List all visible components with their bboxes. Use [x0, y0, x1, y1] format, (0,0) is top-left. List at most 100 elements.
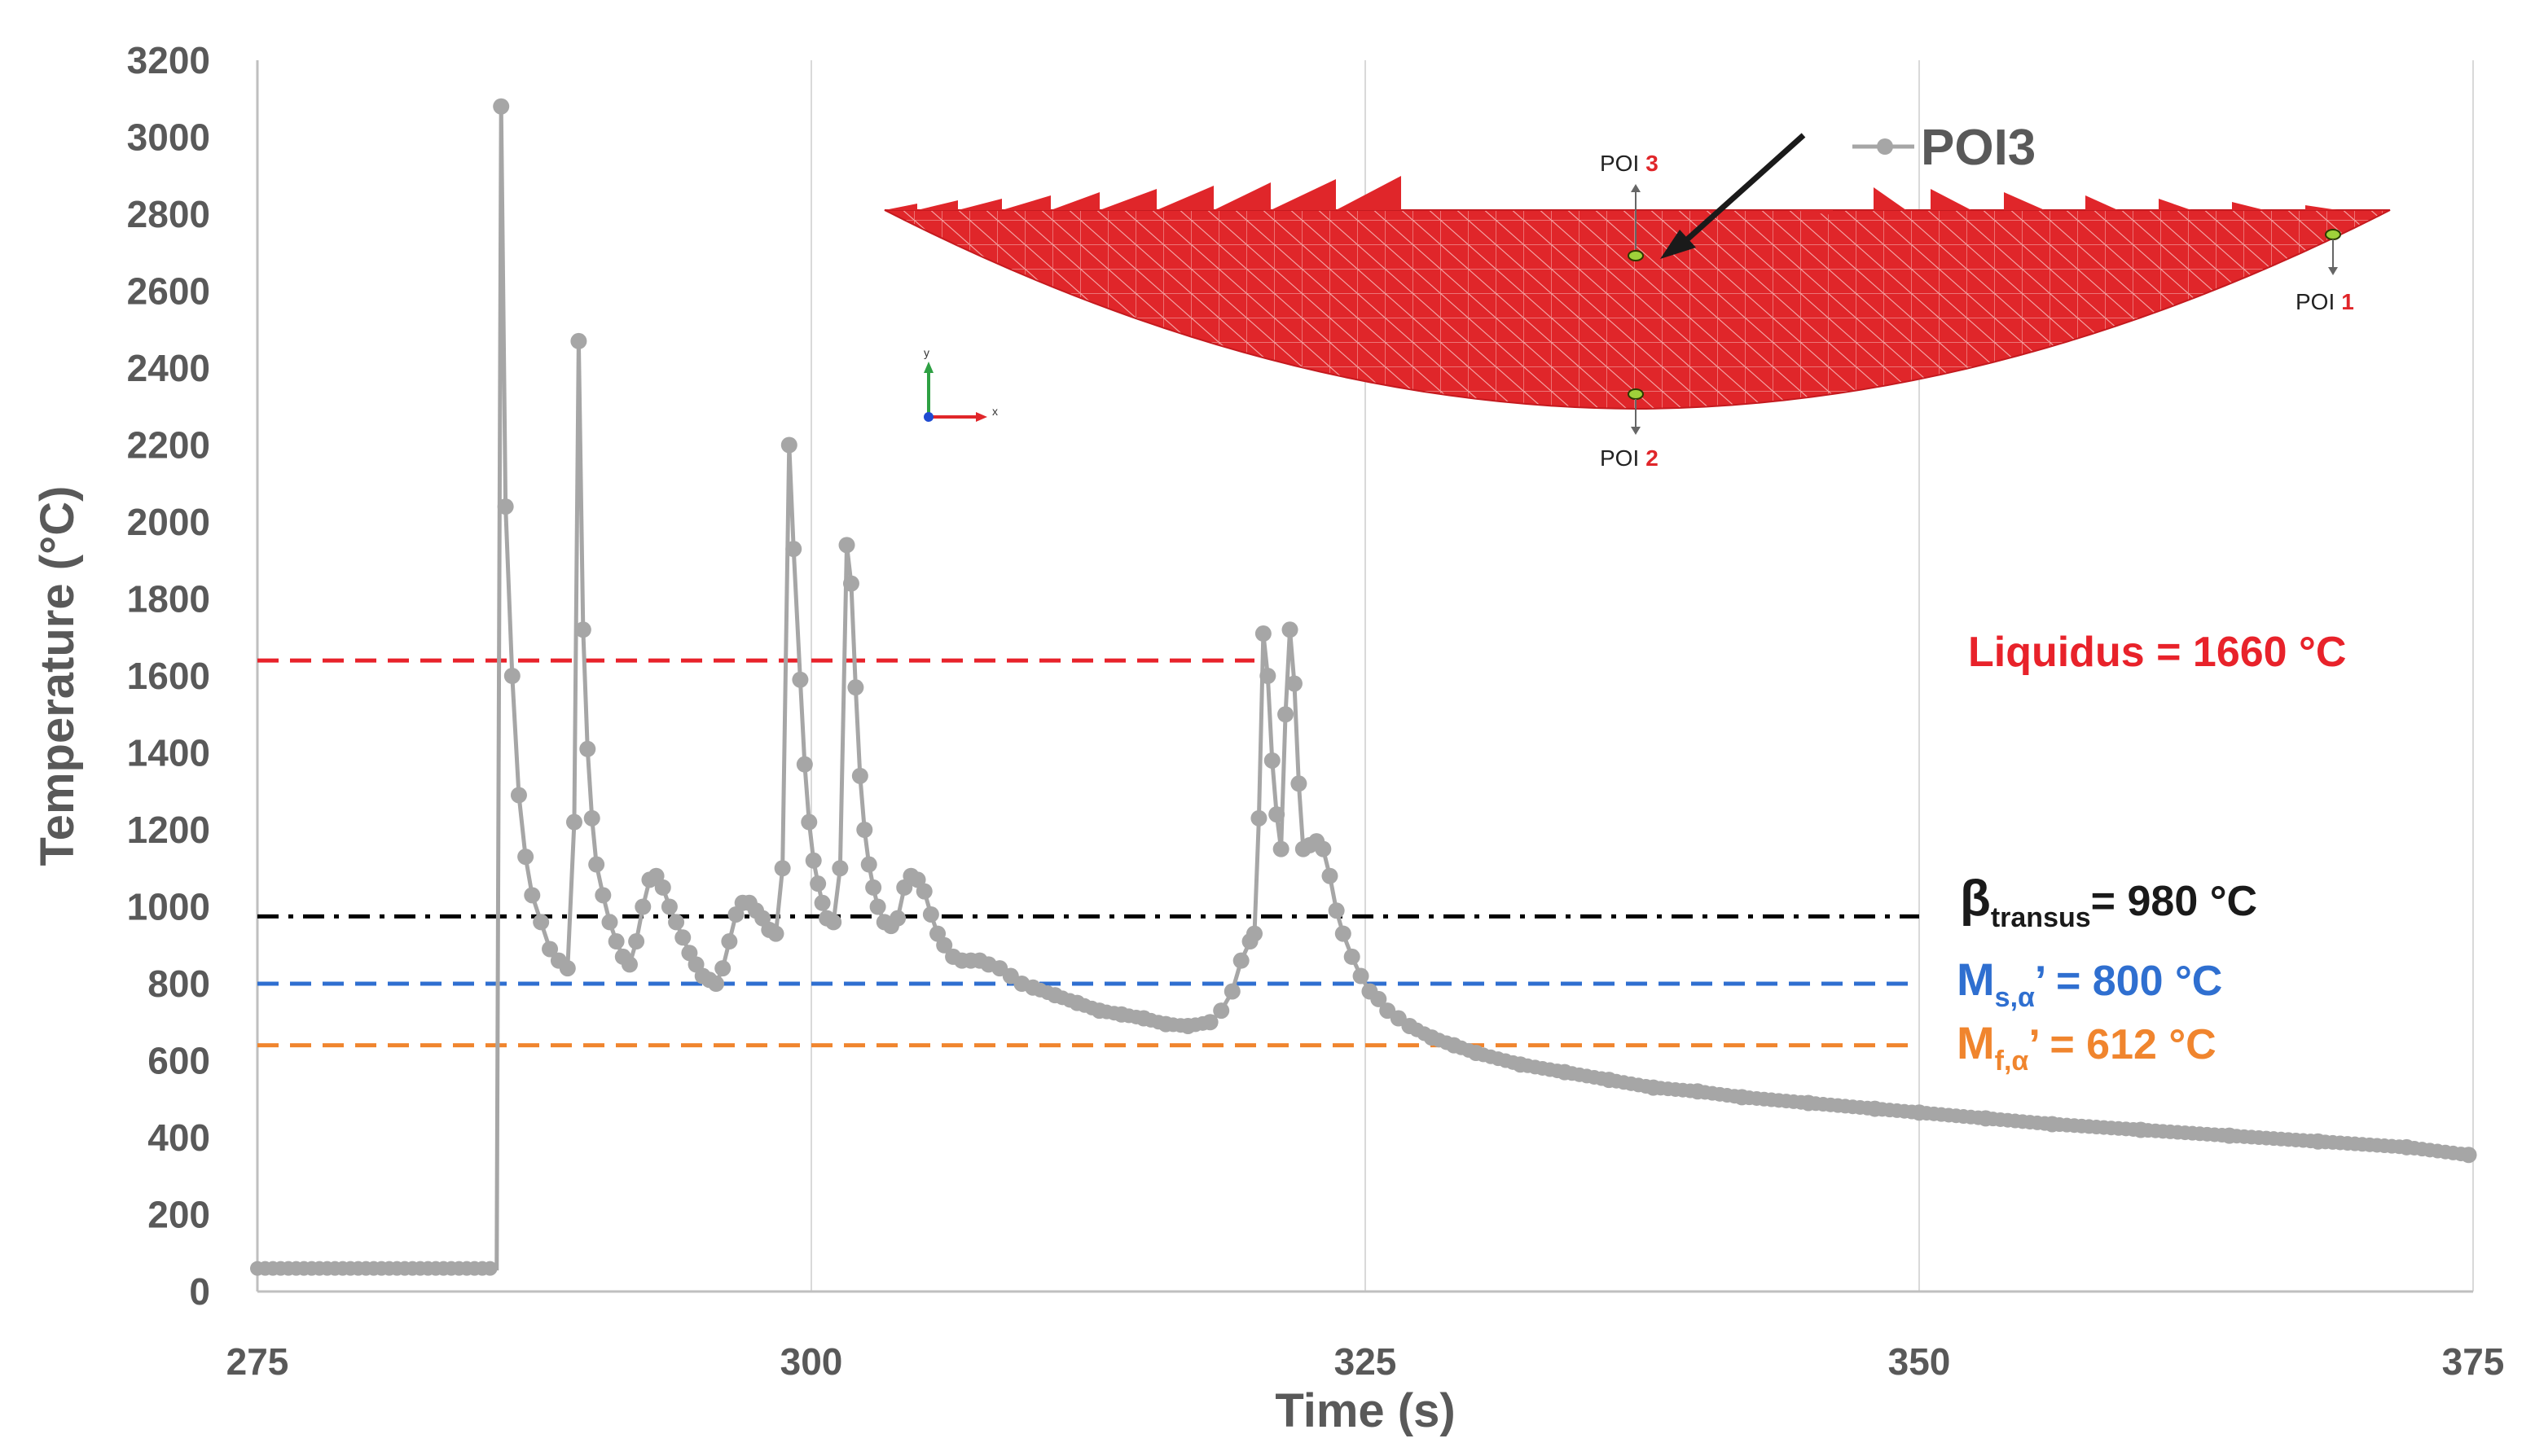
series-point — [708, 976, 725, 992]
x-tick-labels: 275 300 325 350 375 — [226, 1340, 2505, 1383]
series-point — [2125, 1121, 2141, 1137]
series-point — [922, 906, 939, 923]
series-point — [1315, 840, 1332, 857]
y-tick-1400: 1400 — [127, 732, 210, 774]
series-point — [847, 679, 864, 696]
series-point — [1290, 775, 1307, 792]
series-point — [668, 914, 685, 931]
series-point — [1259, 668, 1276, 684]
series-point — [1417, 1026, 1432, 1042]
series-point — [579, 740, 596, 757]
series-point — [1461, 1042, 1476, 1058]
series-point — [628, 933, 645, 950]
poi3-arrowhead — [1631, 184, 1641, 192]
coordinate-triad: x y — [924, 346, 998, 422]
reference-lines — [257, 658, 1919, 1048]
series-point — [842, 575, 859, 592]
series-point — [1352, 967, 1369, 985]
x-tick-350: 350 — [1888, 1340, 1951, 1383]
series-point — [1860, 1100, 1875, 1116]
y-tick-400: 400 — [147, 1116, 210, 1159]
poi2-marker — [1628, 388, 1644, 400]
series-point — [570, 332, 587, 349]
x-tick-325: 325 — [1334, 1340, 1397, 1383]
series-point — [1224, 983, 1241, 1000]
series-point — [533, 914, 550, 931]
series-point — [497, 498, 514, 515]
series-point — [1173, 1018, 1188, 1033]
poi3-temperature-series — [250, 98, 2477, 1276]
series-point — [493, 98, 510, 115]
x-axis-title: Time (s) — [1275, 1384, 1455, 1437]
series-point — [1727, 1089, 1742, 1104]
series-point — [1334, 925, 1351, 942]
series-point — [661, 898, 678, 915]
threshold-annotations: Liquidus = 1660 °C βtransus= 980 °C Ms,α… — [1957, 629, 2346, 1077]
y-tick-0: 0 — [189, 1270, 210, 1313]
series-point — [805, 852, 822, 869]
y-axis-title: Temperature (°C) — [31, 486, 84, 866]
series-point — [2037, 1116, 2053, 1131]
y-tick-600: 600 — [147, 1040, 210, 1082]
series-point — [890, 910, 907, 927]
beta-transus-label: βtransus= 980 °C — [1960, 871, 2257, 933]
series-point — [1370, 990, 1387, 1007]
series-point — [503, 668, 521, 684]
poi3-callout-dot — [1877, 138, 1893, 155]
series-point — [621, 956, 638, 973]
series-point — [1268, 806, 1285, 823]
series-point — [832, 860, 849, 877]
series-point — [559, 960, 576, 977]
series-point — [1328, 902, 1345, 919]
series-point — [588, 856, 605, 873]
series-point — [574, 621, 591, 638]
x-tick-375: 375 — [2442, 1340, 2505, 1383]
series-point — [1250, 809, 1268, 827]
series-point — [1106, 1006, 1122, 1021]
series-point — [542, 941, 559, 958]
poi1-label: POI 1 — [2296, 289, 2354, 314]
series-point — [608, 933, 625, 950]
poi3-pointer-arrow — [1676, 133, 1806, 250]
series-point — [2454, 1147, 2469, 1162]
series-point — [825, 914, 842, 931]
series-point — [524, 887, 541, 904]
series-point — [1793, 1094, 1808, 1110]
series-point — [1321, 867, 1338, 884]
series-point — [1246, 925, 1263, 942]
series-point — [1594, 1071, 1610, 1086]
mesh-arc — [884, 209, 2391, 410]
series-point — [1084, 1000, 1100, 1015]
series-point — [851, 767, 868, 784]
series-point — [482, 1261, 498, 1276]
series-point — [2303, 1134, 2318, 1149]
liquidus-label: Liquidus = 1660 °C — [1968, 629, 2346, 676]
poi3-marker — [1628, 250, 1644, 261]
series-point — [1195, 1015, 1210, 1031]
series-point — [595, 887, 612, 904]
triad-y-label: y — [924, 346, 929, 359]
poi2-arrowhead — [1631, 427, 1641, 435]
poi3-pointer-arrowhead — [1660, 230, 1696, 259]
series-point — [767, 925, 784, 942]
series-point — [1343, 948, 1360, 965]
series-point — [517, 849, 534, 866]
series-point — [856, 822, 873, 838]
series-point — [1040, 985, 1056, 1001]
series-point — [714, 960, 732, 977]
y-tick-2800: 2800 — [127, 193, 210, 235]
series-point — [583, 809, 600, 827]
ms-label: Ms,α’ = 800 °C — [1957, 954, 2222, 1013]
series-point — [1904, 1104, 1919, 1120]
series-point — [1277, 706, 1294, 723]
series-point — [1263, 752, 1281, 769]
series-point — [1638, 1079, 1654, 1094]
series-point — [1549, 1063, 1565, 1079]
y-tick-1600: 1600 — [127, 655, 210, 697]
series-point — [1505, 1055, 1521, 1070]
series-point — [810, 875, 827, 892]
series-point — [2392, 1139, 2407, 1155]
y-tick-2600: 2600 — [127, 270, 210, 313]
series-point — [1285, 675, 1303, 692]
